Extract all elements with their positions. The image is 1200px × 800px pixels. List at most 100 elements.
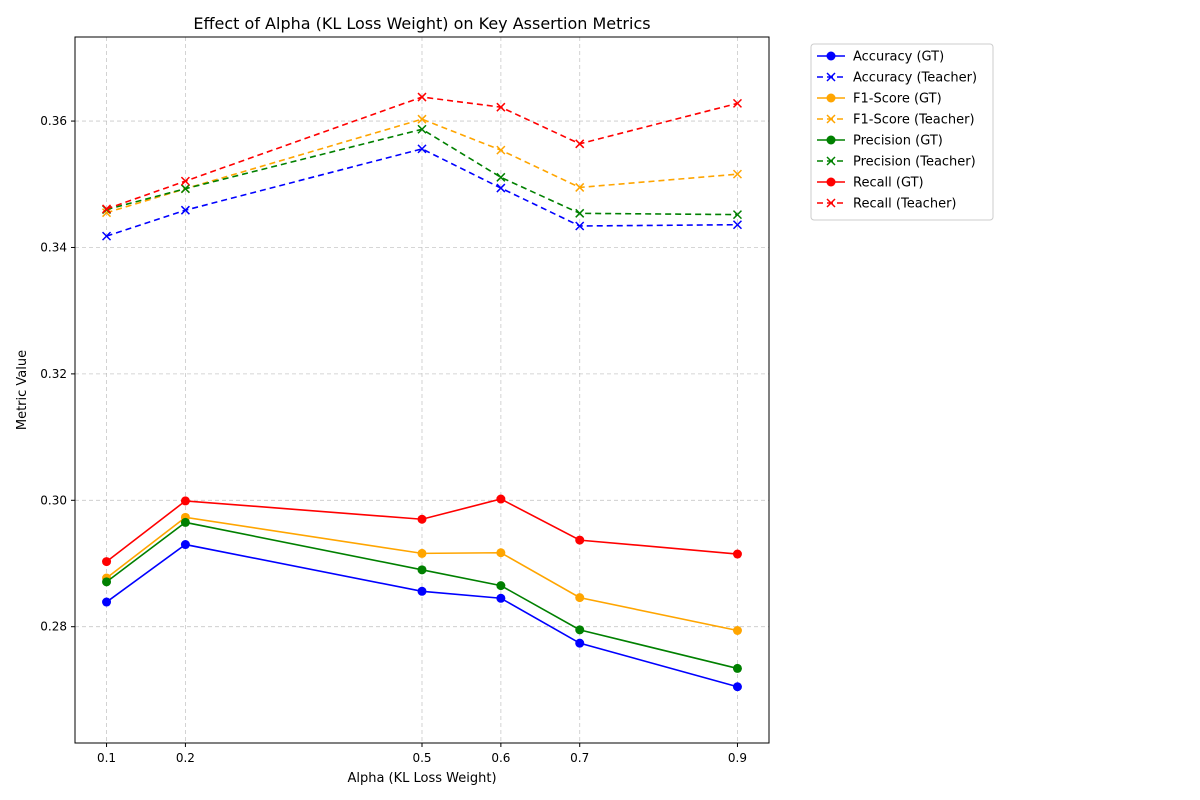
data-point bbox=[102, 204, 112, 214]
legend-label: Accuracy (Teacher) bbox=[853, 71, 977, 86]
y-axis: 0.28 0.30 0.32 0.34 0.36 bbox=[40, 114, 75, 634]
y-tick-label: 0.28 bbox=[40, 620, 67, 634]
series-line bbox=[106, 498, 738, 563]
data-point bbox=[180, 176, 190, 186]
x-axis: 0.1 0.2 0.5 0.6 0.7 0.9 bbox=[97, 743, 747, 765]
y-axis-label: Metric Value bbox=[15, 350, 30, 430]
legend-label: Accuracy (GT) bbox=[853, 50, 944, 65]
legend-label: F1-Score (Teacher) bbox=[853, 113, 975, 128]
series-line bbox=[106, 521, 738, 670]
data-point bbox=[180, 205, 190, 215]
series-4 bbox=[102, 517, 742, 673]
legend-marker bbox=[826, 177, 836, 187]
series-2 bbox=[102, 512, 742, 635]
legend-marker bbox=[826, 51, 836, 61]
series-0 bbox=[102, 540, 742, 692]
data-point bbox=[496, 548, 506, 558]
data-point bbox=[732, 663, 742, 673]
data-point bbox=[102, 577, 112, 587]
data-point bbox=[732, 169, 742, 179]
data-point bbox=[732, 549, 742, 559]
data-point bbox=[180, 496, 190, 506]
data-point bbox=[732, 625, 742, 635]
data-point bbox=[180, 517, 190, 527]
series-line bbox=[106, 148, 738, 237]
legend-marker bbox=[826, 156, 836, 166]
data-point bbox=[417, 586, 427, 596]
data-point bbox=[732, 98, 742, 108]
data-point bbox=[496, 183, 506, 193]
y-tick-label: 0.32 bbox=[40, 367, 67, 381]
data-point bbox=[180, 184, 190, 194]
legend-item: Precision (Teacher) bbox=[817, 155, 976, 170]
legend-item: F1-Score (GT) bbox=[817, 92, 942, 107]
x-tick-label: 0.5 bbox=[412, 751, 431, 765]
series-6 bbox=[102, 494, 742, 567]
grid bbox=[75, 37, 769, 743]
x-tick-label: 0.1 bbox=[97, 751, 116, 765]
y-tick-label: 0.30 bbox=[40, 493, 67, 507]
data-point bbox=[417, 514, 427, 524]
series-line bbox=[106, 128, 738, 216]
series-line bbox=[106, 96, 738, 210]
legend-label: F1-Score (GT) bbox=[853, 92, 942, 107]
legend-marker bbox=[826, 114, 836, 124]
legend-label: Recall (Teacher) bbox=[853, 197, 957, 212]
legend-marker bbox=[826, 93, 836, 103]
data-point bbox=[102, 208, 112, 218]
data-point bbox=[496, 593, 506, 603]
legend-marker bbox=[826, 198, 836, 208]
legend-item: Recall (GT) bbox=[817, 176, 924, 191]
data-point bbox=[496, 581, 506, 591]
data-point bbox=[732, 210, 742, 220]
legend: Accuracy (GT) Accuracy (Teacher) F1-Score … bbox=[810, 43, 994, 221]
data-point bbox=[575, 221, 585, 231]
series-line bbox=[106, 118, 738, 214]
data-point bbox=[417, 548, 427, 558]
data-point bbox=[417, 92, 427, 102]
data-point bbox=[575, 139, 585, 149]
data-point bbox=[102, 557, 112, 567]
legend-item: Accuracy (GT) bbox=[817, 50, 944, 65]
data-point bbox=[180, 540, 190, 550]
data-point bbox=[732, 220, 742, 230]
data-point bbox=[102, 597, 112, 607]
data-point bbox=[575, 182, 585, 192]
data-point bbox=[102, 231, 112, 241]
data-point bbox=[417, 124, 427, 134]
legend-item: Precision (GT) bbox=[817, 134, 943, 149]
legend-item: Recall (Teacher) bbox=[817, 197, 957, 212]
series-5 bbox=[102, 124, 742, 220]
data-point bbox=[417, 114, 427, 124]
x-tick-label: 0.2 bbox=[176, 751, 195, 765]
legend-marker bbox=[826, 135, 836, 145]
x-tick-label: 0.7 bbox=[570, 751, 589, 765]
series-line bbox=[106, 516, 738, 632]
data-point bbox=[496, 102, 506, 112]
data-point bbox=[575, 208, 585, 218]
data-point bbox=[575, 535, 585, 545]
series-1 bbox=[102, 144, 742, 241]
series-layer bbox=[102, 92, 742, 692]
data-point bbox=[575, 625, 585, 635]
legend-item: F1-Score (Teacher) bbox=[817, 113, 975, 128]
y-tick-label: 0.34 bbox=[40, 240, 67, 254]
data-point bbox=[417, 565, 427, 575]
data-point bbox=[417, 144, 427, 154]
series-7 bbox=[102, 92, 742, 214]
data-point bbox=[496, 172, 506, 182]
data-point bbox=[496, 494, 506, 504]
data-point bbox=[496, 145, 506, 155]
x-tick-label: 0.6 bbox=[491, 751, 510, 765]
legend-label: Precision (Teacher) bbox=[853, 155, 976, 170]
data-point bbox=[732, 682, 742, 692]
data-point bbox=[575, 593, 585, 603]
x-axis-label: Alpha (KL Loss Weight) bbox=[347, 771, 496, 786]
legend-item: Accuracy (Teacher) bbox=[817, 71, 977, 86]
legend-marker bbox=[826, 72, 836, 82]
x-tick-label: 0.9 bbox=[728, 751, 747, 765]
y-tick-label: 0.36 bbox=[40, 114, 67, 128]
legend-label: Precision (GT) bbox=[853, 134, 943, 149]
legend-frame bbox=[810, 43, 994, 221]
